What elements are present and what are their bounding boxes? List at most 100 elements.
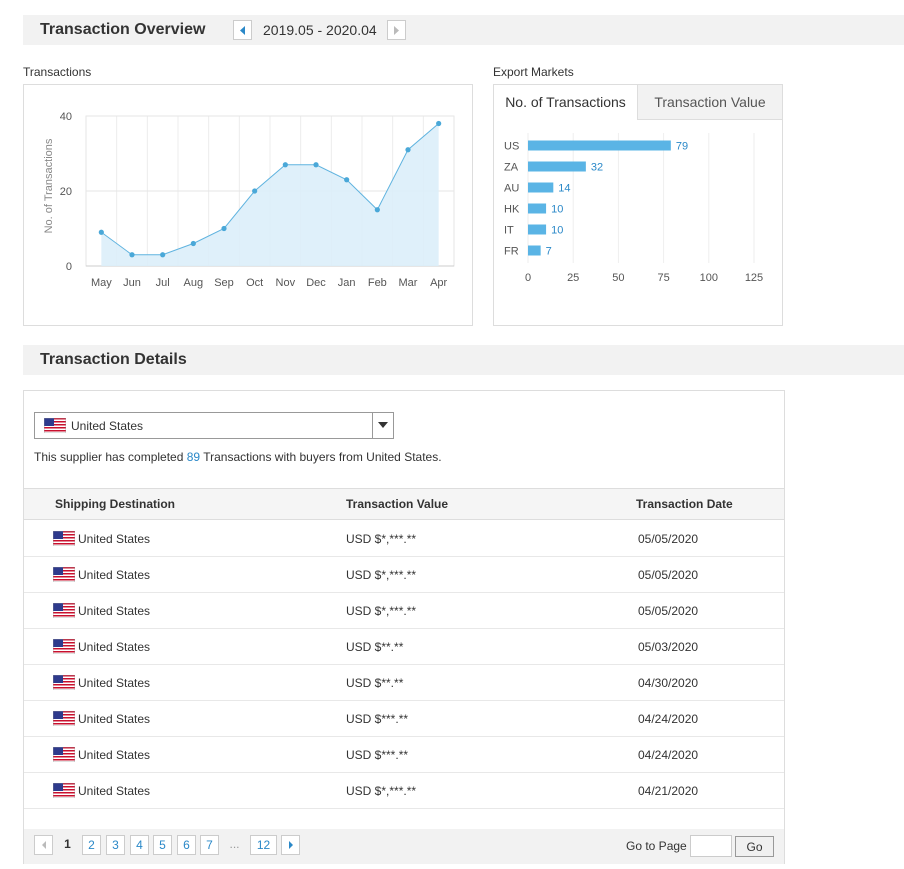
triangle-left-icon [240, 26, 245, 35]
page-5[interactable]: 5 [153, 835, 172, 855]
summary-suffix: Transactions with buyers from United Sta… [200, 450, 442, 464]
us-flag-icon [53, 711, 75, 726]
data-point [129, 252, 135, 258]
x-tick-label: 100 [700, 272, 718, 284]
prev-page-button[interactable] [34, 835, 53, 855]
data-point [374, 207, 380, 213]
table-row: United States USD $**.** 05/03/2020 [24, 629, 784, 665]
table-row: United States USD $**.** 04/30/2020 [24, 665, 784, 701]
cell-destination: United States [78, 784, 151, 798]
transaction-details-panel: United States This supplier has complete… [23, 390, 785, 864]
go-button[interactable]: Go [735, 836, 774, 857]
goto-page-label: Go to Page [626, 839, 687, 853]
table-row: United States USD $***.** 04/24/2020 [24, 701, 784, 737]
tab-transaction-value[interactable]: Transaction Value [638, 85, 782, 120]
data-point [190, 240, 196, 247]
data-point [405, 147, 411, 153]
bar [528, 182, 554, 193]
data-point [282, 162, 288, 168]
page-ellipsis: ... [229, 837, 240, 851]
bar [528, 245, 541, 256]
data-label: 32 [591, 162, 603, 174]
x-tick-label: 0 [525, 272, 531, 284]
x-tick-label: Apr [430, 277, 447, 289]
goto-page-input[interactable] [690, 835, 732, 857]
page-1[interactable]: 1 [64, 837, 71, 851]
triangle-left-icon [41, 841, 46, 849]
export-markets-panel: No. of Transactions Transaction Value 0 2… [493, 84, 783, 326]
cell-transaction-date: 04/24/2020 [638, 712, 699, 726]
cell-transaction-value: USD $*,***.** [346, 532, 417, 546]
x-tick-label: 75 [657, 272, 669, 284]
y-tick-label: 0 [66, 261, 72, 273]
selected-country: United States [71, 419, 144, 433]
category-label: HK [504, 204, 520, 216]
cell-transaction-date: 05/05/2020 [638, 604, 699, 618]
x-tick-label: Jan [338, 277, 356, 289]
details-header: Transaction Details [23, 345, 904, 375]
us-flag-icon [53, 747, 75, 762]
cell-destination: United States [78, 568, 151, 582]
transactions-chart-panel: 0 20 40 May Jun Jul Aug Sep Oct Nov Dec Jan Feb Mar Ap… [23, 84, 473, 326]
overview-header: Transaction Overview 2019.05 - 2020.04 [23, 15, 904, 45]
cell-transaction-value: USD $*,***.** [346, 784, 417, 798]
column-transaction-value: Transaction Value [346, 497, 449, 511]
table-row: United States USD $*,***.** 05/05/2020 [24, 557, 784, 593]
dropdown-arrow[interactable] [372, 413, 393, 438]
transactions-summary: This supplier has completed 89 Transacti… [34, 450, 442, 464]
period-label: 2019.05 - 2020.04 [263, 22, 377, 38]
data-point [221, 225, 227, 232]
data-point [436, 120, 442, 127]
cell-transaction-date: 04/30/2020 [638, 676, 699, 690]
page-4[interactable]: 4 [130, 835, 149, 855]
overview-title: Transaction Overview [40, 21, 206, 38]
x-tick-label: Oct [246, 277, 263, 289]
triangle-right-icon [394, 26, 399, 35]
bar [528, 224, 547, 235]
category-label: ZA [504, 162, 519, 174]
export-markets-label: Export Markets [493, 65, 574, 79]
cell-destination: United States [78, 640, 151, 654]
cell-transaction-value: USD $**.** [346, 676, 404, 690]
data-label: 7 [546, 246, 552, 258]
y-axis-label: No. of Transactions [43, 138, 55, 233]
export-markets-bar-chart: 0 25 50 75 100 125 US 79 ZA 32 AU 14 HK 10 IT 10 FR 7 [504, 133, 763, 284]
page-7[interactable]: 7 [200, 835, 219, 855]
x-tick-label: Dec [306, 277, 326, 289]
tab-no-of-transactions[interactable]: No. of Transactions [494, 85, 638, 120]
cell-transaction-date: 05/05/2020 [638, 532, 699, 546]
table-row: United States USD $*,***.** 04/21/2020 [24, 773, 784, 809]
cell-transaction-value: USD $**.** [346, 640, 404, 654]
cell-destination: United States [78, 532, 151, 546]
prev-period-button[interactable] [233, 20, 252, 40]
summary-count[interactable]: 89 [186, 450, 201, 464]
table-row: United States USD $***.** 04/24/2020 [24, 737, 784, 773]
table-row: United States USD $*,***.** 05/05/2020 [24, 593, 784, 629]
us-flag-icon [53, 603, 75, 618]
next-period-button[interactable] [387, 20, 406, 40]
series-line [101, 123, 439, 256]
page-2[interactable]: 2 [82, 835, 101, 855]
data-point [252, 188, 258, 194]
us-flag-icon [44, 418, 66, 433]
table-header: Shipping Destination Transaction Value T… [24, 488, 784, 520]
category-label: US [504, 141, 519, 153]
cell-destination: United States [78, 604, 151, 618]
summary-prefix: This supplier has completed [34, 450, 187, 464]
data-point [160, 252, 166, 258]
x-tick-label: May [91, 277, 112, 289]
y-tick-label: 40 [60, 111, 72, 123]
country-select[interactable]: United States [34, 412, 394, 439]
cell-transaction-value: USD $***.** [346, 748, 409, 762]
x-tick-label: 125 [745, 272, 763, 284]
page-12[interactable]: 12 [250, 835, 277, 855]
next-page-button[interactable] [281, 835, 300, 855]
x-tick-label: Mar [399, 277, 418, 289]
page-3[interactable]: 3 [106, 835, 125, 855]
data-label: 14 [558, 183, 570, 195]
x-tick-label: Jun [123, 277, 141, 289]
data-label: 79 [676, 141, 688, 153]
x-tick-label: Feb [368, 277, 387, 289]
page-6[interactable]: 6 [177, 835, 196, 855]
column-shipping-destination: Shipping Destination [55, 497, 175, 511]
